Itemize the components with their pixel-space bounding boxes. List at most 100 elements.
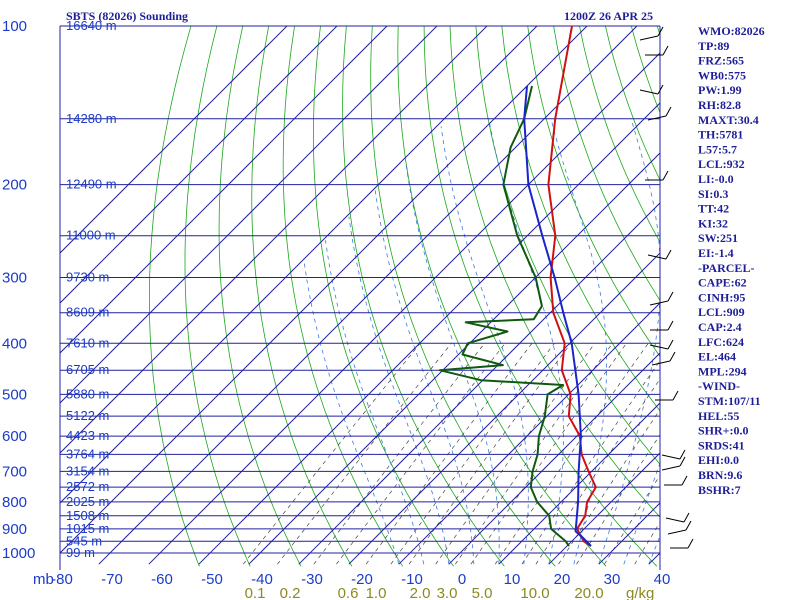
isotherm — [60, 26, 388, 354]
wind-barb-flag — [665, 249, 672, 260]
wind-barb-flag — [681, 475, 688, 486]
index-item: RH:82.8 — [698, 98, 741, 112]
mixing-ratio-line — [408, 343, 572, 565]
parcel-profile — [523, 85, 592, 547]
index-item: STM:107/11 — [698, 394, 761, 408]
isotherm — [60, 26, 288, 254]
wind-barb — [639, 89, 659, 95]
wind-barb — [667, 529, 687, 535]
isotherm — [60, 26, 338, 304]
sounding-time: 1200Z 26 APR 25 — [564, 9, 653, 23]
indices-panel: WMO:82026TP:89FRZ:565WB0:575PW:1.99RH:82… — [698, 24, 765, 497]
moist-adiabat — [325, 240, 425, 565]
height-label: 11000 m — [66, 228, 116, 243]
mixing-ratio-label: 2.0 — [410, 585, 431, 600]
wind-barb — [651, 360, 671, 366]
mixing-ratio-unit-label: g/kg — [626, 585, 654, 600]
pressure-tick-label: 200 — [2, 177, 27, 194]
isotherm — [348, 252, 660, 565]
temperature-tick-label: -20 — [351, 571, 373, 588]
moist-adiabat — [405, 160, 500, 565]
isotherm — [148, 52, 660, 565]
wind-barb-flag — [679, 449, 686, 460]
temperature-tick-label: -10 — [401, 571, 423, 588]
pressure-tick-label: 900 — [2, 521, 27, 538]
height-label: 2572 m — [66, 479, 109, 494]
isotherm — [248, 152, 660, 565]
wind-barb — [665, 517, 685, 523]
dry-adiabat — [527, 26, 660, 358]
temperature-tick-label: -40 — [251, 571, 273, 588]
index-item: LCL:909 — [698, 305, 745, 319]
isotherm — [98, 26, 638, 565]
pressure-tick-label: 300 — [2, 269, 27, 286]
temperature-tick-label: -30 — [301, 571, 323, 588]
index-item: CAP:2.4 — [698, 320, 742, 334]
height-label: 4423 m — [66, 428, 109, 443]
isotherm — [60, 26, 588, 554]
wind-barb — [649, 344, 669, 350]
mixing-ratio-line — [455, 343, 613, 565]
index-item: CAPE:62 — [698, 276, 747, 290]
height-label: 14280 m — [66, 111, 117, 126]
mixing-ratio-label: 0.2 — [280, 585, 301, 600]
isotherm — [548, 452, 660, 565]
index-item: WB0:575 — [698, 68, 746, 82]
isotherm — [60, 26, 438, 404]
mixing-ratio-label: 10.0 — [520, 585, 549, 600]
index-item: FRZ:565 — [698, 54, 744, 68]
index-item: -PARCEL- — [698, 261, 754, 275]
index-item: EI:-1.4 — [698, 246, 734, 260]
wind-barb-flag — [667, 320, 674, 331]
wind-barb — [661, 465, 681, 471]
index-item: MAXT:30.4 — [698, 113, 759, 127]
height-label: 8609 m — [66, 305, 109, 320]
wind-barb-flag — [662, 45, 669, 56]
height-label: 3154 m — [66, 463, 109, 478]
index-item: SHR+:0.0 — [698, 424, 749, 438]
height-label: 5122 m — [66, 408, 109, 423]
index-item: EL:464 — [698, 350, 736, 364]
temperature-tick-label: -60 — [151, 571, 173, 588]
height-label: 16640 m — [66, 18, 117, 33]
index-item: LCL:932 — [698, 157, 745, 171]
wind-barb-flag — [662, 170, 669, 181]
height-label: 12490 m — [66, 177, 117, 192]
mixing-ratio-label: 3.0 — [437, 585, 458, 600]
isotherm — [60, 26, 538, 504]
temperature-tick-label: 40 — [654, 571, 671, 588]
index-item: KI:32 — [698, 216, 728, 230]
pressure-tick-label: 800 — [2, 494, 27, 511]
wind-barb — [649, 300, 669, 306]
pressure-tick-label: 400 — [2, 335, 27, 352]
isobars — [59, 25, 661, 570]
index-item: LI:-0.0 — [698, 172, 734, 186]
temperature-tick-label: 10 — [504, 571, 521, 588]
profiles — [438, 26, 597, 547]
temperature-tick-label: 20 — [554, 571, 571, 588]
pressure-tick-label: 500 — [2, 386, 27, 403]
wind-barb-flag — [657, 84, 664, 95]
wind-barb-flag — [667, 291, 674, 302]
index-item: BSHR:7 — [698, 483, 741, 497]
wind-barb — [647, 254, 667, 260]
wind-barb-flag — [685, 520, 692, 531]
wind-barb — [639, 35, 659, 41]
mixing-ratio-label: 0.1 — [245, 585, 266, 600]
wind-barb — [647, 115, 667, 121]
wind-barb-flag — [679, 456, 686, 467]
height-label: 99 m — [66, 545, 95, 560]
wind-barb-flag — [667, 339, 674, 350]
pressure-tick-label: 1000 — [2, 545, 35, 562]
mixing-ratio-line — [313, 343, 485, 565]
mixing-ratio-label: 20.0 — [574, 585, 603, 600]
isotherm — [298, 202, 660, 565]
mixing-ratio-line — [365, 343, 533, 565]
pressure-tick-label: 600 — [2, 428, 27, 445]
height-label: 7610 m — [66, 335, 109, 350]
index-item: L57:5.7 — [698, 142, 737, 156]
dry-adiabat — [475, 26, 660, 465]
index-item: TP:89 — [698, 39, 729, 53]
